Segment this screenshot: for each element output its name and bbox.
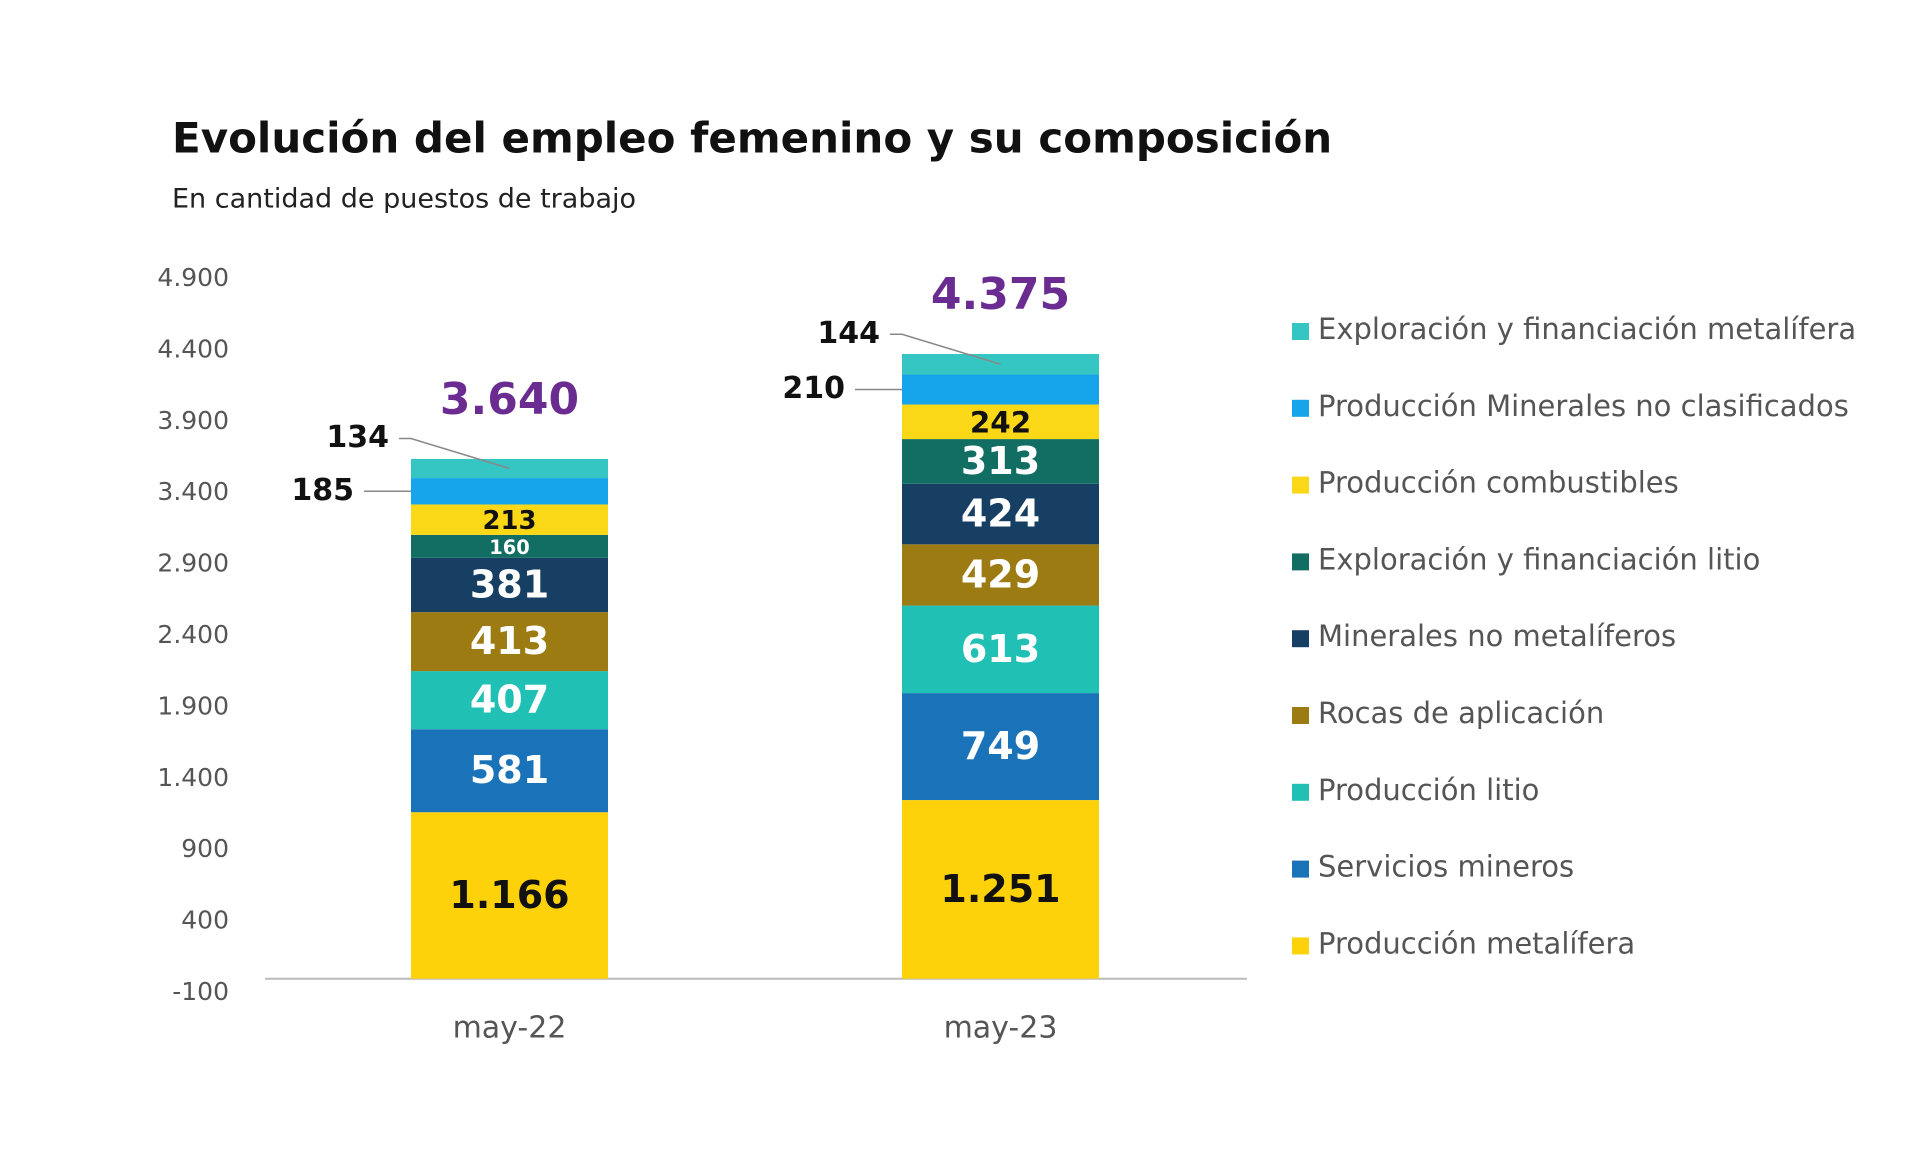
y-tick-label: 1.900 <box>157 691 229 720</box>
bar-segment <box>411 504 608 535</box>
data-label: 424 <box>961 492 1040 536</box>
bar-segment <box>902 374 1099 405</box>
bar-segment <box>902 544 1099 606</box>
y-tick-label: 3.900 <box>157 406 229 435</box>
data-label: 185 <box>291 473 354 508</box>
y-tick-label: -100 <box>172 977 229 1006</box>
y-tick-label: 2.900 <box>157 549 229 578</box>
bar-segment <box>411 671 608 730</box>
data-label: 1.166 <box>449 873 569 917</box>
data-label: 210 <box>782 371 845 406</box>
data-label: 381 <box>470 562 549 606</box>
legend-swatch <box>1292 553 1309 571</box>
data-label: 1.251 <box>940 867 1060 911</box>
legend-swatch <box>1292 476 1309 494</box>
bar-segment <box>902 404 1099 440</box>
bar-segment <box>411 557 608 613</box>
data-label: 407 <box>470 678 549 722</box>
total-label: 3.640 <box>440 374 579 425</box>
legend-label: Rocas de aplicación <box>1318 696 1604 730</box>
x-tick-label: may-23 <box>944 1011 1058 1046</box>
legend-swatch <box>1292 783 1309 801</box>
legend-swatch <box>1292 399 1309 417</box>
legend-swatch <box>1292 630 1309 648</box>
data-label: 413 <box>470 619 549 663</box>
data-label: 581 <box>470 748 549 792</box>
data-label: 313 <box>961 439 1040 483</box>
y-tick-label: 900 <box>181 834 229 863</box>
bar-segment <box>411 534 608 558</box>
legend-label: Exploración y financiación litio <box>1318 542 1760 576</box>
bar-segment <box>411 729 608 813</box>
y-tick-label: 4.900 <box>157 263 229 292</box>
bar-segment <box>902 693 1099 801</box>
data-label: 429 <box>961 552 1040 596</box>
bar-segment <box>902 483 1099 545</box>
data-label: 134 <box>326 420 389 455</box>
legend-swatch <box>1292 707 1309 724</box>
bar-segment <box>902 800 1099 979</box>
leader-line <box>890 333 1001 365</box>
legend-swatch <box>1292 860 1309 878</box>
y-tick-label: 4.400 <box>157 334 229 363</box>
chart-subtitle: En cantidad de puestos de trabajo <box>172 184 636 215</box>
leader-line <box>399 437 510 470</box>
data-label: 242 <box>970 405 1031 439</box>
legend-label: Exploración y financiación metalífera <box>1318 312 1856 346</box>
legend-label: Servicios mineros <box>1318 850 1574 884</box>
data-label: 749 <box>961 724 1040 768</box>
data-label: 213 <box>483 506 537 536</box>
bar-segment <box>411 812 608 979</box>
data-label: 160 <box>489 536 530 559</box>
y-tick-label: 1.400 <box>157 763 229 792</box>
legend-label: Minerales no metalíferos <box>1318 619 1676 653</box>
bar-segment <box>902 605 1099 694</box>
legend-swatch <box>1292 937 1309 955</box>
chart-title: Evolución del empleo femenino y su compo… <box>172 114 1332 163</box>
legend-swatch <box>1292 323 1309 340</box>
y-tick-label: 400 <box>181 906 229 935</box>
data-label: 613 <box>961 627 1040 671</box>
y-tick-label: 2.400 <box>157 620 229 649</box>
total-label: 4.375 <box>931 269 1070 320</box>
bar-segment <box>411 612 608 672</box>
x-tick-label: may-22 <box>453 1011 567 1046</box>
bar-segment <box>411 478 608 505</box>
data-label: 144 <box>817 316 880 351</box>
legend-label: Producción metalífera <box>1318 926 1635 960</box>
bar-segment <box>902 439 1099 484</box>
legend-label: Producción combustibles <box>1318 466 1679 500</box>
y-tick-label: 3.400 <box>157 477 229 506</box>
legend-label: Producción litio <box>1318 773 1539 807</box>
legend-label: Producción Minerales no clasificados <box>1318 389 1849 423</box>
